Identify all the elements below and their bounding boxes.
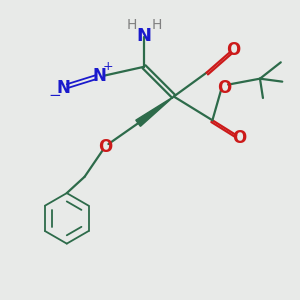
Text: O: O bbox=[98, 138, 112, 156]
Text: O: O bbox=[232, 129, 246, 147]
Text: H: H bbox=[126, 18, 137, 32]
Text: O: O bbox=[226, 41, 240, 59]
Text: N: N bbox=[92, 67, 106, 85]
Text: +: + bbox=[103, 60, 113, 73]
Text: H: H bbox=[152, 18, 162, 32]
Text: N: N bbox=[136, 27, 152, 45]
Text: O: O bbox=[217, 79, 231, 97]
Text: N: N bbox=[57, 79, 71, 97]
Text: −: − bbox=[48, 88, 61, 104]
Polygon shape bbox=[136, 97, 174, 126]
